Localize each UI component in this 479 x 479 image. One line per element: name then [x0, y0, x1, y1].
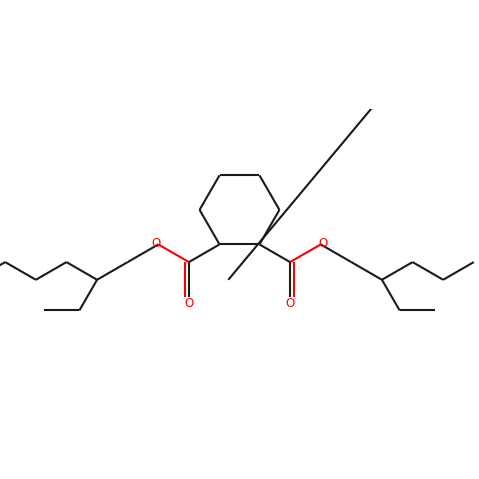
Text: O: O	[285, 297, 295, 309]
Text: O: O	[184, 297, 194, 309]
Text: O: O	[319, 237, 328, 250]
Text: O: O	[151, 237, 160, 250]
